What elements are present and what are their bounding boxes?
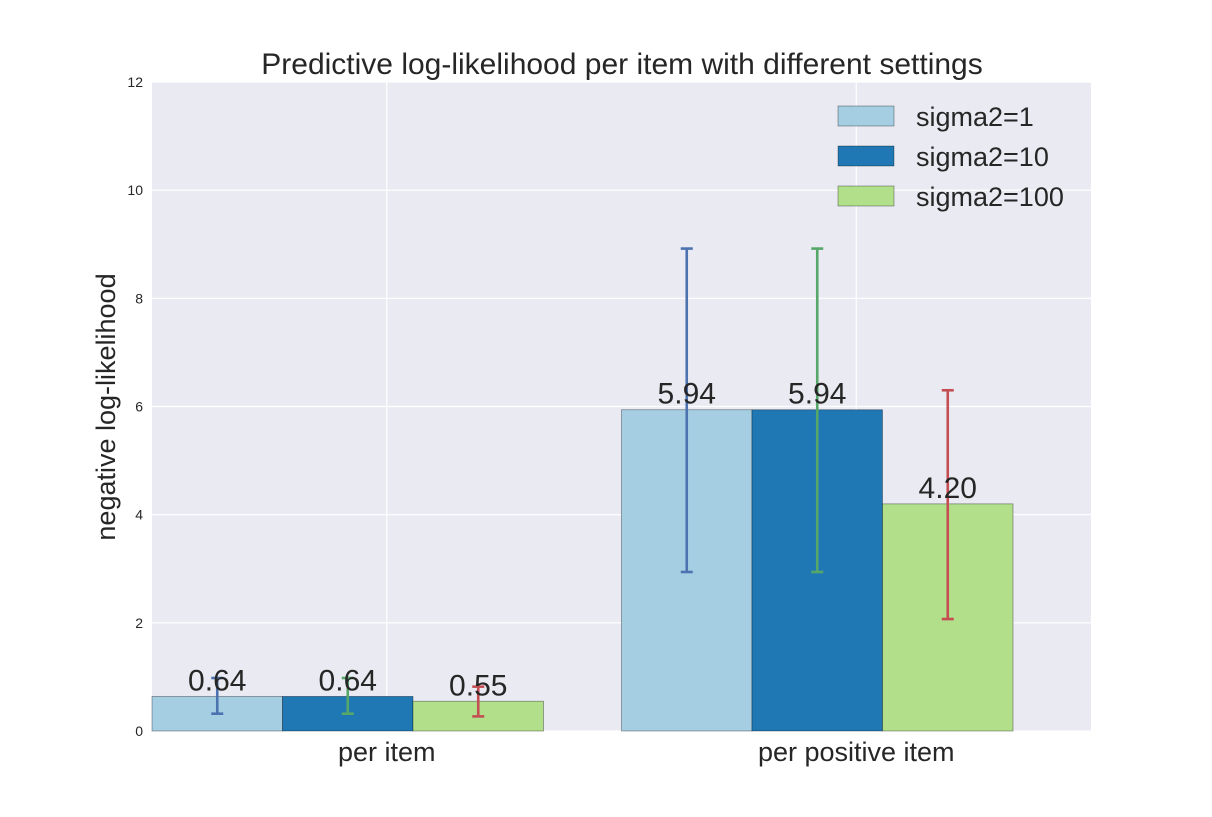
y-axis-label: negative log-likelihood <box>91 273 121 540</box>
chart-title: Predictive log-likelihood per item with … <box>261 48 982 81</box>
legend-label: sigma2=1 <box>916 102 1034 132</box>
data-label: 0.64 <box>188 664 246 697</box>
y-tick-label: 12 <box>127 74 143 90</box>
data-label: 5.94 <box>788 378 846 411</box>
data-label: 0.64 <box>319 664 377 697</box>
data-label: 5.94 <box>658 378 716 411</box>
error-bars <box>211 247 954 718</box>
y-tick-label: 8 <box>135 290 143 306</box>
x-axis-ticks: per item per positive item <box>338 737 955 767</box>
data-labels: 0.64 5.94 0.64 5.94 0.55 4.20 <box>188 378 977 703</box>
legend-swatch <box>837 185 895 207</box>
y-tick-label: 0 <box>135 723 143 739</box>
y-tick-label: 6 <box>135 399 143 415</box>
data-label: 4.20 <box>919 472 977 505</box>
legend-swatch <box>837 145 895 167</box>
data-label: 0.55 <box>449 669 507 702</box>
y-axis-ticks: 0 2 4 6 8 10 12 <box>127 74 143 739</box>
legend-label: sigma2=100 <box>916 182 1064 212</box>
x-tick-label: per positive item <box>758 737 955 767</box>
legend: sigma2=1 sigma2=10 sigma2=100 <box>837 102 1064 212</box>
legend-swatch <box>837 105 895 127</box>
y-tick-label: 10 <box>127 182 143 198</box>
x-tick-label: per item <box>338 737 436 767</box>
legend-label: sigma2=10 <box>916 142 1049 172</box>
y-tick-label: 2 <box>135 615 143 631</box>
y-tick-label: 4 <box>135 507 143 523</box>
